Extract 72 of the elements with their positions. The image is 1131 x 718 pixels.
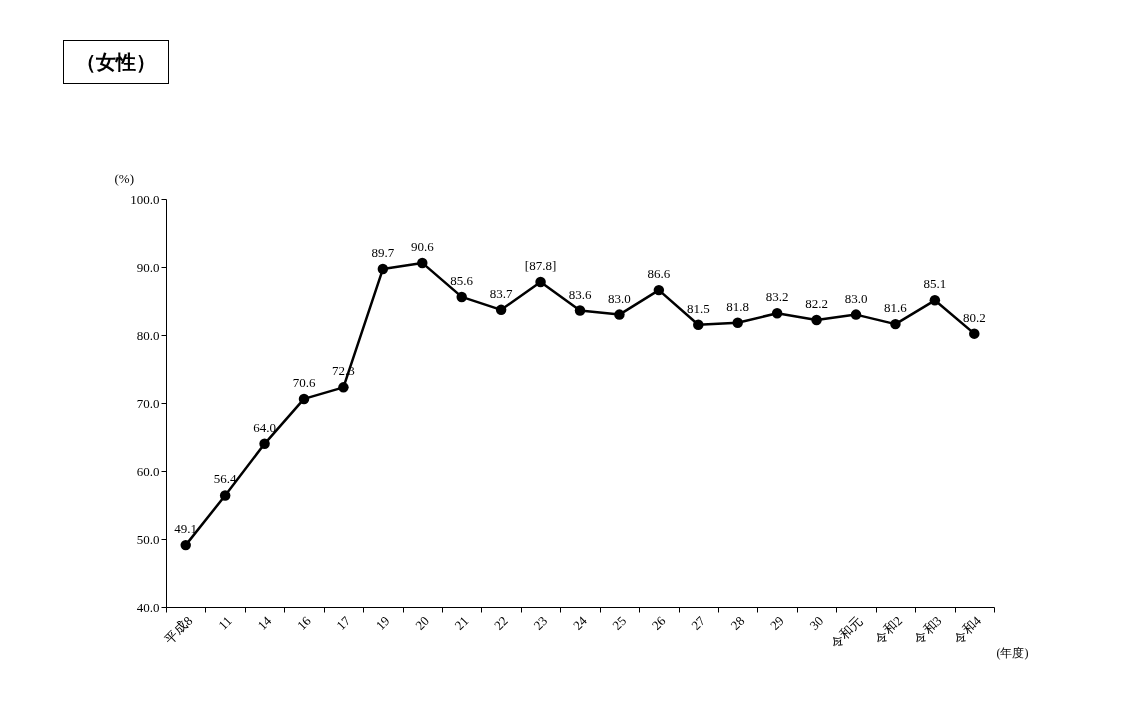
y-tick-label: 80.0 bbox=[136, 327, 160, 343]
y-tick-label: 70.0 bbox=[136, 395, 160, 411]
data-label: 83.2 bbox=[765, 289, 789, 305]
point bbox=[929, 295, 941, 306]
point bbox=[417, 257, 428, 269]
chart-title: （女性） bbox=[63, 40, 169, 84]
x-tick-label: 21 bbox=[451, 613, 472, 633]
x-tick-label: 14 bbox=[254, 612, 275, 633]
x-tick-label: 24 bbox=[569, 612, 591, 633]
point bbox=[693, 319, 704, 331]
data-label: 64.0 bbox=[253, 419, 276, 435]
point bbox=[456, 291, 467, 303]
point bbox=[219, 490, 231, 501]
data-label: 56.4 bbox=[213, 471, 238, 487]
point bbox=[535, 276, 546, 288]
y-axis-title: (%) bbox=[114, 170, 134, 186]
x-tick-label: 23 bbox=[530, 613, 551, 633]
x-tick-label: 19 bbox=[372, 613, 393, 633]
point bbox=[259, 438, 270, 450]
data-label: 49.1 bbox=[174, 521, 198, 537]
x-tick-label: 平成8 bbox=[161, 613, 196, 647]
x-axis-title: (年度) bbox=[996, 645, 1029, 660]
point bbox=[574, 305, 586, 316]
point bbox=[890, 318, 901, 330]
x-tick-label: 26 bbox=[648, 612, 669, 633]
x-tick-label: 令和元 bbox=[827, 613, 866, 652]
y-tick-label: 60.0 bbox=[136, 463, 160, 479]
data-label: 85.1 bbox=[923, 276, 947, 292]
data-label: 81.5 bbox=[686, 300, 710, 316]
x-tick-label: 令和3 bbox=[910, 613, 945, 647]
data-label: 89.7 bbox=[371, 245, 395, 261]
y-tick-label: 90.0 bbox=[136, 259, 160, 275]
y-tick-label: 50.0 bbox=[136, 531, 160, 547]
x-tick-label: 17 bbox=[333, 612, 354, 633]
x-tick-label: 22 bbox=[491, 613, 511, 633]
x-tick-label: 16 bbox=[293, 612, 315, 633]
data-label: 83.6 bbox=[568, 286, 592, 302]
x-tick-label: 11 bbox=[215, 613, 235, 633]
x-tick-label: 29 bbox=[767, 613, 787, 633]
data-label: 85.6 bbox=[450, 272, 474, 288]
point bbox=[969, 328, 980, 339]
y-tick-label: 40.0 bbox=[136, 599, 160, 615]
data-label: 83.0 bbox=[844, 290, 868, 306]
point bbox=[850, 309, 862, 320]
data-label: 81.8 bbox=[726, 298, 750, 314]
point bbox=[495, 304, 507, 316]
point bbox=[298, 393, 310, 405]
data-label: [87.8] bbox=[524, 257, 557, 273]
x-tick-label: 28 bbox=[727, 613, 748, 633]
data-label: 90.6 bbox=[410, 238, 435, 254]
point bbox=[653, 284, 665, 296]
data-label: 82.2 bbox=[805, 296, 828, 312]
data-label: 83.0 bbox=[608, 290, 631, 306]
x-tick-label: 令和4 bbox=[950, 612, 985, 647]
point bbox=[732, 317, 743, 328]
point bbox=[180, 539, 191, 551]
x-tick-label: 30 bbox=[806, 613, 827, 633]
x-tick-label: 27 bbox=[688, 612, 709, 633]
point bbox=[811, 314, 822, 326]
point bbox=[614, 309, 625, 320]
y-tick-label: 100.0 bbox=[130, 191, 160, 207]
data-label: 83.7 bbox=[489, 285, 514, 301]
data-label: 80.2 bbox=[962, 309, 986, 325]
data-label: 86.6 bbox=[647, 266, 671, 282]
data-label: 81.6 bbox=[884, 300, 908, 316]
data-label: 70.6 bbox=[292, 374, 316, 390]
point bbox=[377, 263, 389, 275]
point bbox=[338, 382, 349, 393]
x-tick-label: 20 bbox=[412, 613, 432, 633]
x-tick-label: 25 bbox=[609, 613, 630, 633]
point bbox=[771, 308, 783, 319]
x-tick-label: 令和2 bbox=[871, 613, 906, 647]
